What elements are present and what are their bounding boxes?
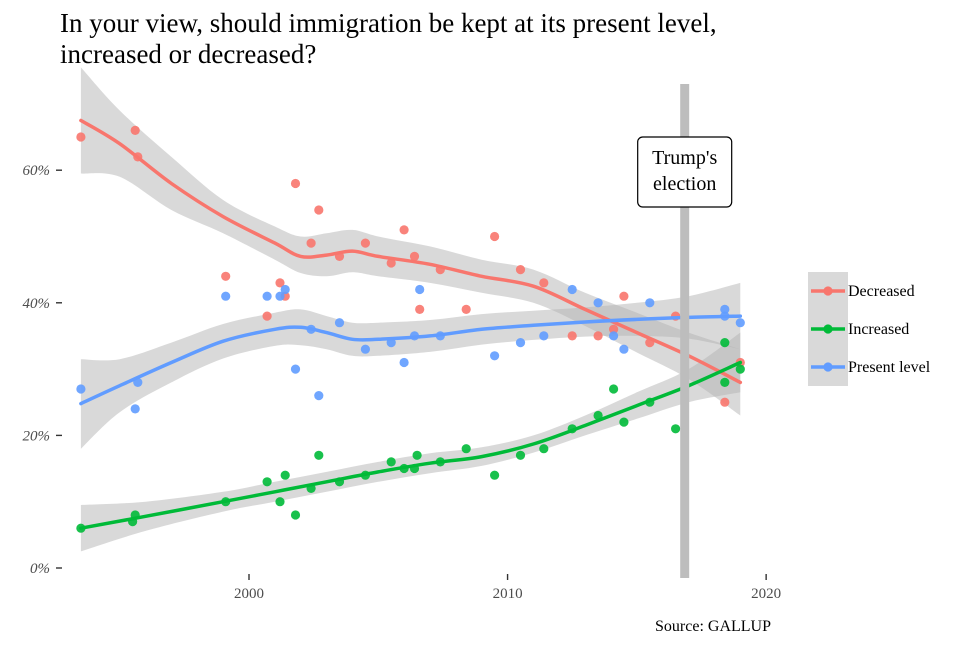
- point-decreased: [415, 304, 425, 314]
- point-increased: [539, 444, 549, 454]
- point-present-level: [735, 318, 745, 328]
- axes: 0% 20% 40% 60% 2000 2010 2020: [23, 163, 782, 602]
- point-present-level: [334, 318, 345, 328]
- y-tick-label: 20%: [23, 428, 51, 444]
- point-decreased: [567, 331, 577, 341]
- point-decreased: [539, 278, 549, 288]
- point-decreased: [399, 225, 409, 235]
- point-decreased: [262, 311, 272, 321]
- legend-label-increased: Increased: [848, 321, 909, 338]
- point-decreased: [609, 324, 619, 334]
- point-decreased: [130, 125, 140, 135]
- point-decreased: [619, 291, 629, 301]
- legend-label-decreased: Decreased: [848, 283, 915, 300]
- point-increased: [262, 477, 272, 487]
- point-present-level: [539, 331, 549, 341]
- y-tick-label: 40%: [23, 296, 51, 312]
- point-increased: [515, 450, 526, 460]
- election-annotation: Trump's election: [637, 84, 733, 578]
- x-tick-label: 2000: [234, 586, 264, 602]
- legend-key-point-increased: [823, 324, 833, 334]
- point-decreased: [490, 231, 500, 242]
- y-tick-label: 0%: [30, 561, 50, 577]
- point-decreased: [314, 205, 324, 215]
- point-increased: [490, 470, 500, 480]
- election-label-line-1: Trump's: [652, 147, 717, 169]
- point-increased: [720, 377, 730, 387]
- point-present-level: [490, 351, 500, 361]
- x-tick-label: 2010: [493, 586, 523, 602]
- point-present-level: [619, 344, 629, 354]
- point-present-level: [645, 298, 655, 308]
- point-decreased: [76, 132, 86, 142]
- trend-line-increased: [79, 360, 743, 530]
- point-increased: [619, 417, 629, 427]
- point-present-level: [76, 384, 86, 394]
- point-increased: [386, 457, 396, 467]
- legend-key-point-decreased: [823, 286, 833, 296]
- point-present-level: [360, 344, 370, 354]
- point-decreased: [306, 238, 316, 248]
- y-tick-label: 60%: [23, 163, 51, 179]
- trend-lines: [79, 118, 743, 530]
- point-decreased: [275, 278, 285, 288]
- point-present-level: [593, 298, 603, 308]
- point-increased: [720, 338, 730, 348]
- point-present-level: [280, 284, 290, 295]
- point-decreased: [409, 251, 420, 261]
- point-present-level: [262, 291, 272, 301]
- point-increased: [314, 450, 324, 460]
- point-decreased: [290, 178, 301, 189]
- point-increased: [461, 444, 471, 454]
- point-decreased: [720, 397, 730, 407]
- source-caption: Source: GALLUP: [655, 618, 771, 635]
- point-increased: [280, 470, 290, 480]
- point-present-level: [609, 331, 619, 341]
- point-decreased: [515, 265, 526, 275]
- point-present-level: [130, 404, 140, 414]
- point-present-level: [399, 357, 409, 368]
- legend-key-point-present-level: [823, 362, 833, 372]
- point-increased: [290, 510, 301, 520]
- point-present-level: [720, 304, 730, 314]
- point-present-level: [314, 391, 324, 401]
- chart-title: In your view, should immigration be kept…: [60, 8, 940, 70]
- point-increased: [735, 364, 745, 374]
- point-decreased: [593, 331, 603, 341]
- point-present-level: [415, 284, 425, 295]
- point-increased: [609, 384, 619, 394]
- band-present-level: [80, 282, 741, 449]
- election-label-box: [637, 136, 733, 208]
- point-decreased: [386, 258, 396, 268]
- trend-line-present-level: [79, 314, 743, 406]
- legend-label-present-level: Present level: [848, 359, 931, 376]
- point-present-level: [221, 291, 231, 301]
- chart-title-line-2: increased or decreased?: [60, 39, 317, 69]
- legend: Decreased Increased Present level: [808, 272, 931, 386]
- point-decreased: [221, 271, 231, 281]
- point-present-level: [275, 291, 285, 301]
- point-present-level: [567, 284, 577, 295]
- point-increased: [275, 497, 285, 507]
- point-increased: [412, 450, 422, 460]
- point-decreased: [360, 238, 370, 248]
- chart-title-line-1: In your view, should immigration be kept…: [60, 8, 717, 38]
- x-tick-label: 2020: [751, 586, 781, 602]
- point-decreased: [461, 304, 471, 314]
- point-present-level: [515, 338, 526, 348]
- point-present-level: [290, 364, 301, 374]
- point-increased: [671, 424, 681, 434]
- election-label-line-2: election: [653, 173, 716, 195]
